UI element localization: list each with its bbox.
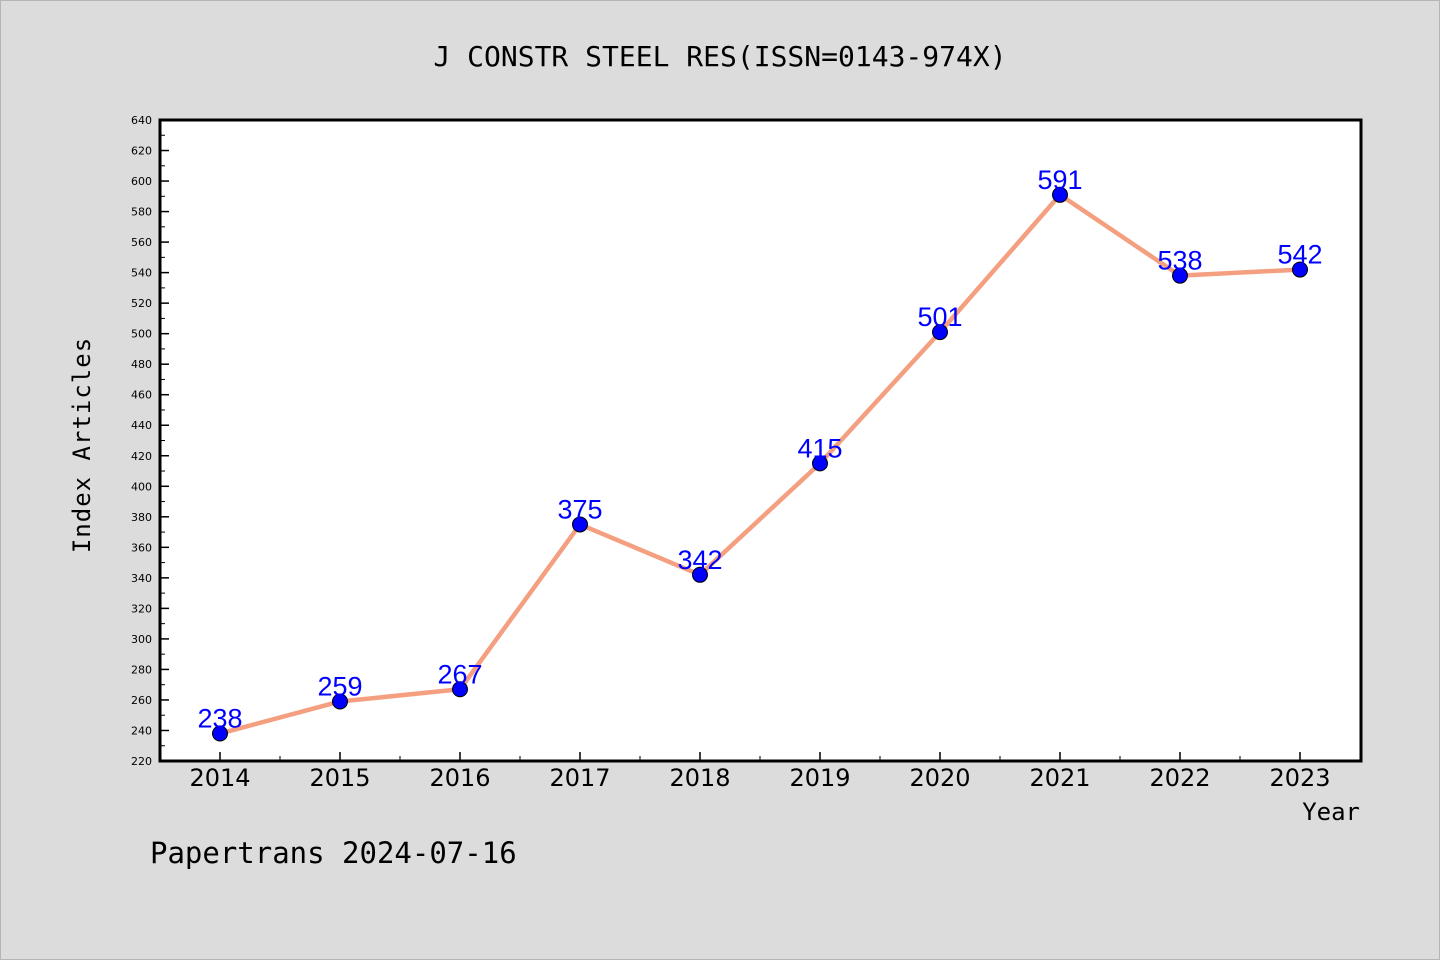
- series-line: [219, 192, 1301, 736]
- y-tick-label: 580: [131, 206, 152, 219]
- data-label: 238: [197, 704, 242, 734]
- x-tick-label: 2017: [549, 764, 610, 792]
- x-axis-label: Year: [1302, 798, 1360, 826]
- x-axis-ticks: 2014 2015 2016 2017 2018 2019 2020 2021 2022 2023: [189, 752, 1331, 792]
- y-tick-label: 300: [131, 633, 152, 646]
- data-point: [1052, 186, 1068, 203]
- data-point: [1172, 267, 1188, 284]
- y-tick-label: 420: [131, 450, 152, 463]
- data-point: [812, 455, 828, 472]
- x-tick-label: 2021: [1029, 764, 1090, 792]
- x-tick-label: 2020: [909, 764, 970, 792]
- x-tick-label: 2018: [669, 764, 730, 792]
- data-labels: 238 259 267 375 342 415 501 591 538 542: [197, 165, 1322, 734]
- chart-title: J CONSTR STEEL RES(ISSN=0143-974X): [433, 40, 1006, 73]
- y-tick-label: 560: [131, 236, 152, 249]
- x-tick-label: 2019: [789, 764, 850, 792]
- data-point: [332, 693, 348, 710]
- data-label: 259: [317, 671, 362, 701]
- data-label: 542: [1277, 240, 1322, 270]
- y-tick-label: 620: [131, 145, 152, 158]
- y-tick-label: 340: [131, 572, 152, 585]
- y-tick-label: 400: [131, 480, 152, 493]
- data-point: [572, 516, 588, 533]
- x-tick-label: 2014: [189, 764, 250, 792]
- y-tick-label: 440: [131, 419, 152, 432]
- series-line-group: [219, 192, 1301, 736]
- y-tick-label: 480: [131, 358, 152, 371]
- x-tick-label: 2016: [429, 764, 490, 792]
- data-point: [692, 566, 708, 583]
- data-point: [1292, 261, 1308, 278]
- footer-credit: Papertrans 2024-07-16: [150, 836, 517, 870]
- y-tick-label: 500: [131, 328, 152, 341]
- x-tick-label: 2015: [309, 764, 370, 792]
- y-tick-label: 280: [131, 663, 152, 676]
- y-tick-label: 220: [131, 755, 152, 768]
- data-label: 415: [797, 433, 842, 463]
- y-tick-label: 380: [131, 511, 152, 524]
- data-label: 375: [557, 494, 602, 524]
- data-label: 538: [1157, 246, 1202, 276]
- y-tick-label: 600: [131, 175, 152, 188]
- y-tick-label: 260: [131, 694, 152, 707]
- x-tick-label: 2022: [1149, 764, 1210, 792]
- data-label: 267: [437, 659, 482, 689]
- data-label: 501: [917, 302, 962, 332]
- y-axis-label: Index Articles: [68, 337, 96, 553]
- plot-area: [158, 118, 1363, 763]
- y-tick-label: 360: [131, 541, 152, 554]
- data-point: [932, 324, 948, 341]
- y-axis-ticks: 220 240 260 280 300 320 340 360 380 400 420 440 460 4…: [131, 114, 169, 768]
- y-tick-label: 240: [131, 724, 152, 737]
- y-tick-label: 460: [131, 389, 152, 402]
- data-point: [452, 681, 468, 698]
- y-tick-label: 520: [131, 297, 152, 310]
- y-tick-label: 320: [131, 602, 152, 615]
- data-label: 342: [677, 545, 722, 575]
- y-tick-label: 540: [131, 267, 152, 280]
- data-point: [212, 725, 228, 742]
- y-tick-label: 640: [131, 114, 152, 127]
- series-markers: [212, 186, 1308, 742]
- x-tick-label: 2023: [1269, 764, 1330, 792]
- data-label: 591: [1037, 165, 1082, 195]
